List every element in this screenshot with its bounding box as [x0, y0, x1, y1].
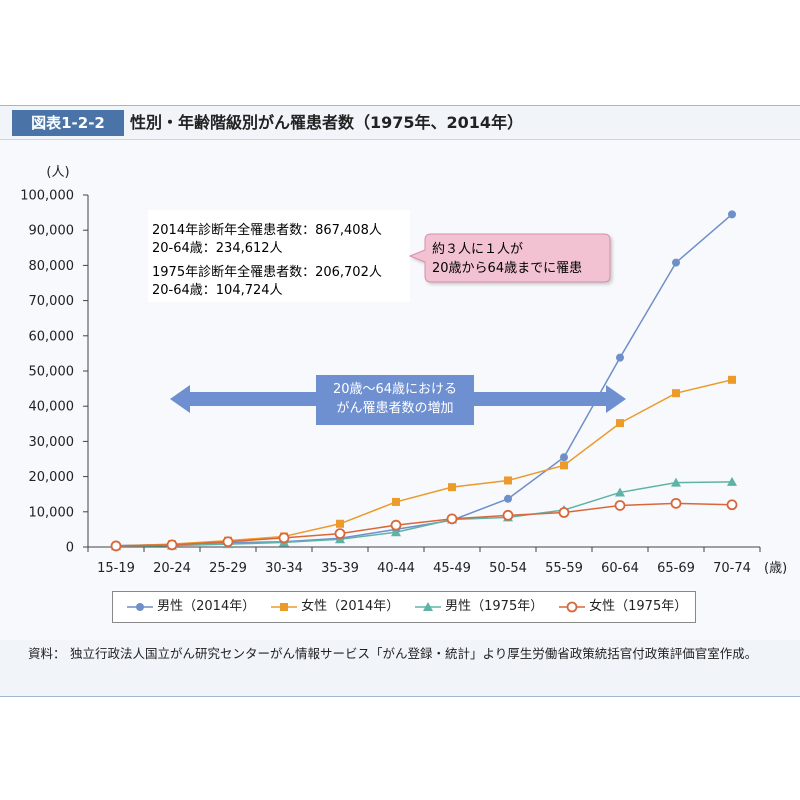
stat-line-1975-total: 1975年診断年全罹患者数：206,702人 — [152, 264, 382, 280]
figure-title: 性別・年齢階級別がん罹患者数（1975年、2014年） — [130, 113, 524, 132]
y-tick-label: 60,000 — [29, 329, 75, 344]
data-point-male2014 — [728, 210, 736, 219]
figure-label: 図表1-2-2 — [12, 110, 124, 136]
data-point-female2014 — [504, 476, 512, 485]
source-note-label: 資料： — [28, 646, 66, 661]
stats-box — [148, 210, 410, 302]
x-tick-label: 70-74 — [713, 561, 751, 576]
data-point-female1975 — [110, 540, 122, 552]
legend-label-female-1975: 女性（1975年） — [589, 599, 688, 614]
y-tick-label: 30,000 — [29, 435, 75, 450]
stat-line-2014-range: 20-64歳：234,612人 — [152, 241, 283, 256]
x-tick-label: 20-24 — [153, 561, 191, 576]
data-point-female1975 — [166, 539, 178, 551]
source-note-text: 独立行政法人国立がん研究センターがん情報サービス「がん登録・統計」より厚生労働省… — [70, 646, 758, 661]
data-point-male1975 — [615, 487, 625, 497]
arrow-label-line-2: がん罹患者数の増加 — [336, 401, 453, 416]
y-axis-unit-label: (人) — [46, 165, 69, 180]
data-point-male1975 — [727, 476, 737, 486]
y-tick-label: 100,000 — [20, 189, 74, 204]
series-line-male1975 — [115, 481, 733, 548]
x-tick-label: 35-39 — [321, 561, 359, 576]
data-point-female1975 — [614, 500, 626, 511]
y-tick-label: 80,000 — [29, 259, 75, 274]
increase-double-arrow — [170, 375, 626, 425]
y-tick-label: 90,000 — [29, 224, 75, 239]
legend-label-male-2014: 男性（2014年） — [157, 599, 256, 614]
x-tick-label: 30-34 — [265, 561, 303, 576]
data-point-female2014 — [728, 375, 736, 384]
series-line-male2014 — [115, 213, 733, 547]
x-tick-label: 15-19 — [97, 561, 135, 576]
legend-marker-open-circle-icon — [559, 601, 585, 612]
legend-marker-triangle-icon — [415, 601, 441, 611]
y-tick-label: 10,000 — [29, 505, 75, 520]
x-tick-label: 60-64 — [601, 561, 639, 576]
x-tick-label: 25-29 — [209, 561, 247, 576]
y-tick-label: 50,000 — [29, 365, 75, 380]
series-line-female2014 — [115, 379, 733, 547]
data-point-male2014 — [672, 258, 680, 267]
data-point-male2014 — [504, 494, 512, 503]
callout-line-2: 20歳から64歳までに罹患 — [432, 261, 582, 276]
legend-item-male-1975: 男性（1975年） — [415, 592, 543, 622]
legend-label-male-1975: 男性（1975年） — [445, 599, 544, 614]
x-axis-unit-label: (歳) — [764, 561, 787, 576]
title-divider — [0, 139, 800, 140]
data-point-female1975 — [502, 509, 514, 521]
stat-line-2014-total: 2014年診断年全罹患者数：867,408人 — [152, 222, 382, 238]
data-point-female2014 — [336, 519, 344, 528]
y-tick-label: 20,000 — [29, 470, 75, 485]
y-tick-label: 0 — [66, 541, 74, 556]
data-point-female2014 — [392, 497, 400, 506]
legend-item-female-1975: 女性（1975年） — [559, 592, 687, 622]
legend-item-female-2014: 女性（2014年） — [271, 592, 399, 622]
data-point-female2014 — [560, 461, 568, 470]
x-tick-label: 40-44 — [377, 561, 415, 576]
y-tick-label: 40,000 — [29, 400, 75, 415]
data-point-female1975 — [222, 536, 234, 548]
line-chart: 0 10,000 20,000 30,000 40,000 50,000 60,000 70,… — [20, 165, 787, 576]
stat-line-1975-range: 20-64歳：104,724人 — [152, 283, 283, 298]
data-point-female2014 — [672, 389, 680, 398]
data-point-female2014 — [616, 419, 624, 428]
data-point-female1975 — [726, 499, 738, 511]
data-point-female2014 — [448, 483, 456, 492]
x-tick-label: 45-49 — [433, 561, 471, 576]
data-point-female1975 — [390, 519, 402, 531]
data-point-female1975 — [446, 513, 458, 525]
data-point-female1975 — [558, 507, 570, 518]
data-point-female1975 — [334, 528, 346, 540]
data-point-female1975 — [278, 532, 290, 544]
x-tick-label: 55-59 — [545, 561, 583, 576]
y-tick-label: 70,000 — [29, 294, 75, 309]
legend-label-female-2014: 女性（2014年） — [301, 599, 400, 614]
chart-legend: 男性（2014年） 女性（2014年） 男性（1975年） 女性（1975年） — [112, 591, 696, 623]
data-point-male2014 — [560, 453, 568, 462]
legend-marker-circle-icon — [127, 602, 153, 611]
x-tick-label: 65-69 — [657, 561, 695, 576]
x-tick-label: 50-54 — [489, 561, 527, 576]
data-point-male1975 — [671, 477, 681, 487]
data-point-male2014 — [616, 353, 624, 362]
arrow-label-line-1: 20歳～64歳における — [333, 382, 457, 397]
series-line-female1975 — [115, 502, 733, 547]
callout-bubble — [408, 233, 611, 283]
data-point-female1975 — [670, 497, 682, 509]
legend-item-male-2014: 男性（2014年） — [127, 592, 255, 622]
callout-line-1: 約３人に１人が — [432, 242, 523, 257]
legend-marker-square-icon — [271, 602, 297, 611]
data-point-male1975 — [391, 527, 401, 537]
